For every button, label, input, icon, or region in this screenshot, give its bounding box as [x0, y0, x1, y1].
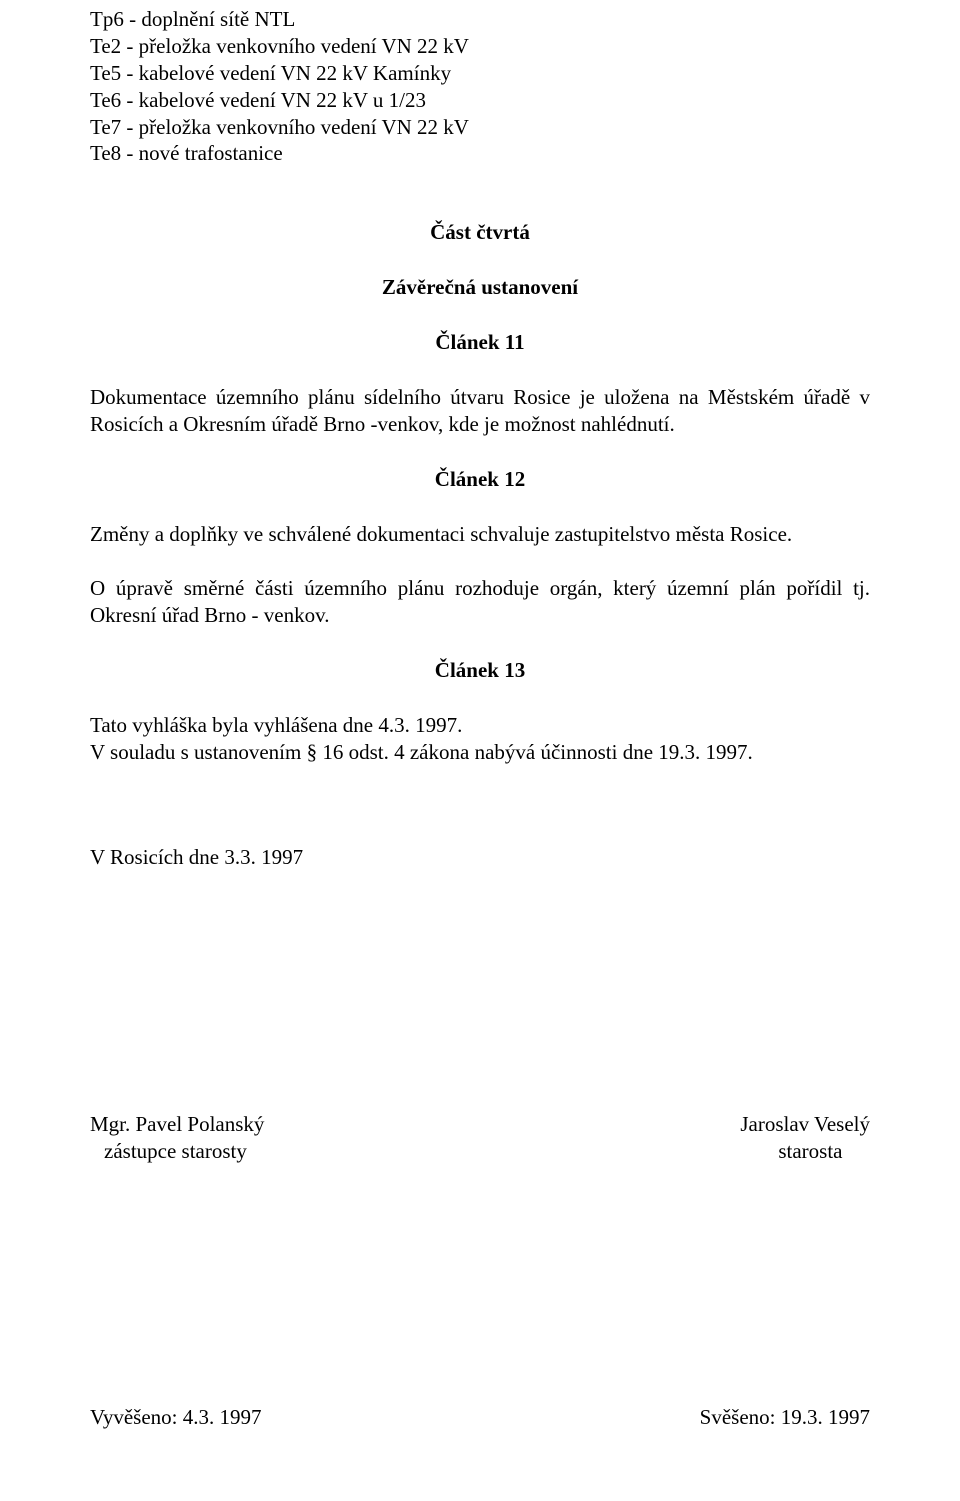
- footer-right: Svěšeno: 19.3. 1997: [700, 1404, 870, 1431]
- article-11-body: Dokumentace územního plánu sídelního útv…: [90, 384, 870, 438]
- article-13-heading: Článek 13: [90, 657, 870, 684]
- signature-left: Mgr. Pavel Polanský zástupce starosty: [90, 1111, 264, 1165]
- sig-right-name: Jaroslav Veselý: [740, 1111, 870, 1138]
- part-subtitle: Závěrečná ustanovení: [90, 274, 870, 301]
- tp-line: Tp6 - doplnění sítě NTL: [90, 6, 870, 33]
- article-12-p1: Změny a doplňky ve schválené dokumentaci…: [90, 521, 870, 548]
- sig-left-role: zástupce starosty: [90, 1138, 264, 1165]
- tp-line: Te2 - přeložka venkovního vedení VN 22 k…: [90, 33, 870, 60]
- sig-left-name: Mgr. Pavel Polanský: [90, 1111, 264, 1138]
- tp-line: Te8 - nové trafostanice: [90, 140, 870, 167]
- article-13-p2: V souladu s ustanovením § 16 odst. 4 zák…: [90, 739, 870, 766]
- sig-right-role: starosta: [740, 1138, 870, 1165]
- place-date: V Rosicích dne 3.3. 1997: [90, 844, 870, 871]
- footer-left: Vyvěšeno: 4.3. 1997: [90, 1404, 262, 1431]
- signature-right: Jaroslav Veselý starosta: [740, 1111, 870, 1165]
- article-11-heading: Článek 11: [90, 329, 870, 356]
- part-title: Část čtvrtá: [90, 219, 870, 246]
- tp-line: Te5 - kabelové vedení VN 22 kV Kamínky: [90, 60, 870, 87]
- tp-line: Te7 - přeložka venkovního vedení VN 22 k…: [90, 114, 870, 141]
- footer-row: Vyvěšeno: 4.3. 1997 Svěšeno: 19.3. 1997: [90, 1404, 870, 1431]
- article-13-p1: Tato vyhláška byla vyhlášena dne 4.3. 19…: [90, 712, 870, 739]
- tp-line: Te6 - kabelové vedení VN 22 kV u 1/23: [90, 87, 870, 114]
- article-12-heading: Článek 12: [90, 466, 870, 493]
- signatures-row: Mgr. Pavel Polanský zástupce starosty Ja…: [90, 1111, 870, 1165]
- tp-list: Tp6 - doplnění sítě NTL Te2 - přeložka v…: [90, 6, 870, 167]
- article-12-p2: O úpravě směrné části územního plánu roz…: [90, 575, 870, 629]
